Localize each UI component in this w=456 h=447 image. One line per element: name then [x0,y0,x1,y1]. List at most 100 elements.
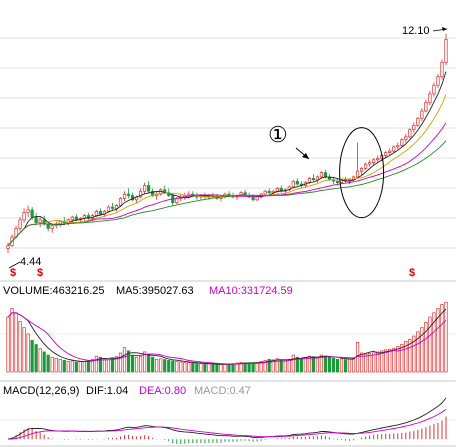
volume-bar [315,356,320,373]
candle-body [335,180,340,184]
candle-body [291,180,295,188]
volume-bar [319,354,324,373]
macd-lines [7,397,447,444]
volume-bar [408,338,412,373]
candle-body [86,215,90,219]
candle-body [251,196,255,201]
volume-bar [110,357,115,373]
candle-body [6,245,10,249]
candle-body [315,176,320,181]
buy-signal-3: $ [409,267,416,279]
candle-body [388,150,392,153]
candle-body [428,93,432,103]
candle-body [295,180,299,185]
volume-bar [50,356,54,373]
volume-bar [187,362,191,373]
macd-label: MACD(12,26,9) [3,385,80,397]
volume-bar [82,360,86,373]
candle-body [147,185,151,192]
candle-body [368,162,372,165]
volume-bar [126,350,131,373]
volume-bar [303,357,307,373]
candle-body [38,219,42,224]
volume-bar [155,358,159,373]
volume-bar [203,363,207,373]
volume-bar [46,354,50,373]
buy-signal-1: $ [10,267,17,279]
candle-body [175,198,179,204]
candle-body [376,157,380,161]
volume-bar [295,356,299,373]
candle-body [311,178,315,181]
highlight-ellipse [339,127,385,219]
volume-bar [299,357,303,373]
volume-bar [424,321,428,373]
volume-bar [275,358,279,373]
volume-bar [179,361,183,373]
high-price-arrowhead [442,27,447,31]
volume-bar [143,351,147,373]
volume-bar [392,347,396,373]
volume-bar [227,363,231,373]
candle-body [130,195,135,201]
volume-bar [368,353,372,373]
candle-body [319,172,324,178]
volume-bar [98,356,103,373]
price-gridlines [0,37,456,447]
volume-bar [335,358,340,373]
candle-body [424,102,428,112]
volume-bar [364,353,368,373]
volume-bar [114,356,119,373]
dif-label: DIF:1.04 [86,385,129,397]
candle-body [255,196,259,201]
volume-bar [331,357,336,373]
volume-bar [219,364,223,373]
candle-body [420,110,424,119]
volume-bar [436,308,440,373]
volume-bar [323,355,328,373]
volume-bar [360,352,364,373]
candle-body [392,146,396,152]
volume-bar [191,362,195,373]
volume-bar [22,327,26,373]
volume-bar [231,363,235,373]
volume-bar [130,354,135,373]
volume-bar [74,361,78,373]
annotation-circled-one: ① [268,122,288,147]
volume-bar [400,344,404,373]
buy-signal-2: $ [37,267,44,279]
volume-bar [432,312,436,373]
volume-bar [339,358,344,373]
volume-bar [412,335,416,373]
volume-bar [6,316,10,373]
volume-bar [239,362,243,373]
volume-bar [34,344,38,373]
candle-body [412,125,416,131]
volume-bar [215,364,219,373]
volume-bar [18,320,22,373]
volume-bar [384,349,388,373]
volume-bar [247,362,251,373]
candle-body [372,159,376,163]
candle-body [408,129,412,138]
macd-value-label: MACD:0.47 [194,385,251,397]
dif-line [7,397,447,440]
candle-body [30,209,34,218]
candle-body [384,152,388,156]
volume-bar [102,358,107,373]
candle-body [416,117,420,126]
volume-bar [54,357,58,373]
high-price-label: 12.10 [402,25,430,37]
volume-bar [271,359,275,373]
volume-bar [94,355,99,373]
volume-bar [372,352,376,373]
volume-bar [347,358,352,373]
candle-body [34,216,38,224]
volume-bar [307,355,311,373]
candle-body [267,190,271,194]
low-price-label: 4.44 [20,256,42,268]
candle-body [404,136,408,141]
volume-bar [416,331,420,373]
volume-bar [283,360,287,373]
volume-bar [267,358,271,373]
